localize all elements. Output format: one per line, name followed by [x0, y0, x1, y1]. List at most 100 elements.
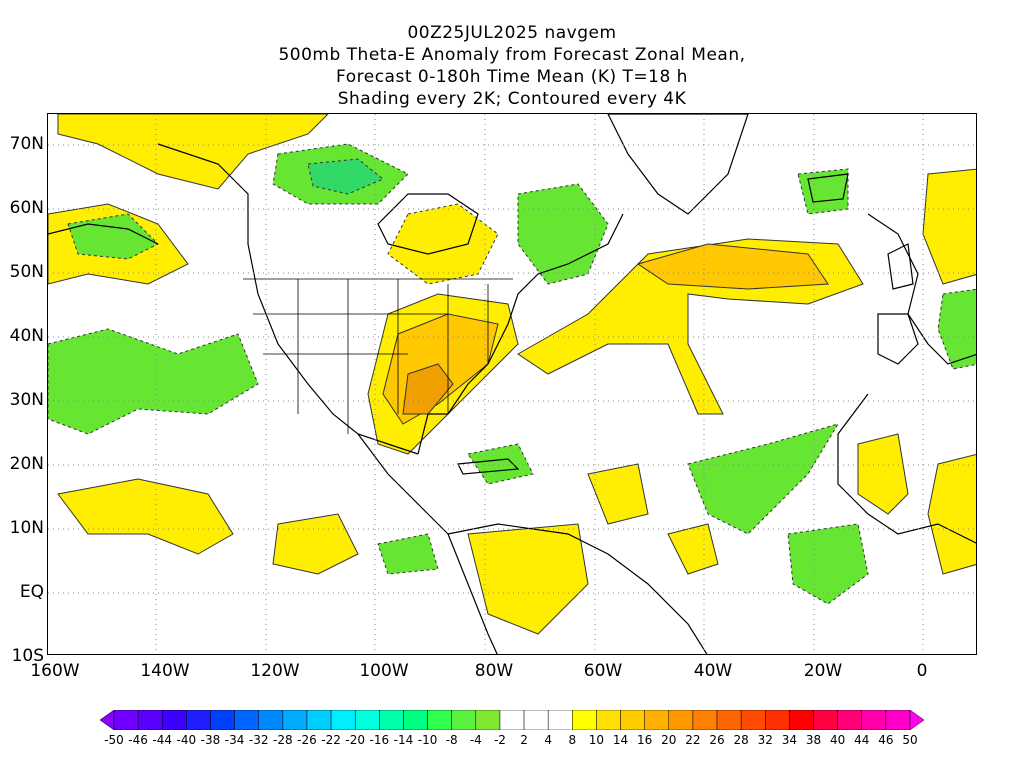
colorbar-cell: [186, 710, 211, 730]
coast-alaska: [48, 223, 159, 245]
colorbar-cell: [765, 710, 790, 730]
lon-label-120w: 120W: [250, 661, 300, 681]
colorbar-tick-label: 34: [781, 733, 798, 747]
colorbar-tick-label: 40: [829, 733, 846, 747]
colorbar-cell: [716, 710, 742, 730]
colorbar-tick-label: 50: [902, 733, 918, 747]
lon-label-140w: 140W: [140, 661, 190, 681]
colorbar-cell: [837, 710, 863, 730]
map-svg: [48, 114, 976, 654]
colorbar-tick-label: -14: [393, 733, 414, 747]
lon-label-20w: 20W: [803, 661, 843, 681]
colorbar-tick-label: -34: [224, 733, 245, 747]
colorbar-cell: [161, 710, 187, 730]
lat-label-60n: 60N: [9, 198, 44, 218]
colorbar-cell: [234, 710, 259, 730]
lat-label-10s: 10S: [11, 646, 44, 666]
colorbar-cell: [861, 710, 887, 730]
shade-arctic-core: [307, 158, 384, 195]
anomaly-shading: [48, 114, 976, 635]
shade-atlantic-core: [636, 243, 829, 290]
colorbar-tick-label: -4: [469, 733, 482, 747]
coast-central-america: [357, 433, 449, 535]
colorbar-tick-label: 32: [757, 733, 773, 747]
colorbar: [100, 710, 924, 730]
colorbar-cell: [885, 710, 911, 730]
lon-label-160w: 160W: [30, 661, 80, 681]
colorbar-tick-label: 38: [805, 733, 822, 747]
colorbar-cell: [620, 710, 645, 730]
lat-label-eq: EQ: [19, 582, 44, 602]
coast-north-america-west: [157, 143, 419, 455]
map-panel: [47, 113, 977, 655]
colorbar-cell: [427, 710, 452, 730]
state-borders: [243, 278, 513, 434]
lon-label-100w: 100W: [359, 661, 409, 681]
colorbar-cell: [813, 710, 838, 730]
colorbar-cell: [789, 710, 814, 730]
colorbar-cell: [451, 710, 477, 730]
colorbar-tick-label: 28: [733, 733, 749, 747]
coast-north-america-east: [417, 213, 624, 455]
colorbar-tick-label: -46: [128, 733, 148, 747]
colorbar-tick-label: 20: [661, 733, 677, 747]
shade-central-atlantic-yellow: [667, 523, 719, 575]
shade-pacific-yellow-2: [272, 513, 359, 575]
lat-label-50n: 50N: [9, 262, 44, 282]
colorbar-tick-label: 4: [544, 733, 552, 747]
coastlines: [48, 114, 976, 654]
colorbar-tick-label: -26: [297, 733, 317, 747]
colorbar-cell: [572, 710, 597, 730]
shade-hudson-yellow: [387, 203, 499, 285]
coast-iceland: [807, 173, 849, 203]
colorbar-cell: [210, 710, 235, 730]
colorbar-tick-label: -8: [445, 733, 458, 747]
title-line-4: Shading every 2K; Contoured every 4K: [337, 89, 687, 109]
shade-caribbean-green: [467, 443, 534, 485]
coast-south-america: [447, 523, 708, 654]
colorbar-tick-label: -2: [493, 733, 506, 747]
colorbar-tick-label: 22: [685, 733, 701, 747]
colorbar-cell: [596, 710, 621, 730]
colorbar-cell: [258, 710, 284, 730]
colorbar-cell: [499, 710, 525, 730]
shade-gulf-max: [402, 363, 454, 415]
colorbar-cell: [740, 710, 766, 730]
lat-label-20n: 20N: [9, 454, 44, 474]
lon-label-40w: 40W: [693, 661, 733, 681]
shade-iceland-green: [797, 168, 849, 215]
shade-nw-pacific-green: [67, 213, 159, 260]
coast-south-america-west: [447, 533, 498, 654]
shade-mid-atlantic-yellow: [587, 463, 649, 525]
coast-iberia: [877, 313, 919, 365]
colorbar-tick-label: -44: [152, 733, 173, 747]
colorbar-cell: [547, 710, 573, 730]
colorbar-tick-label: -20: [345, 733, 365, 747]
colorbar-tick-label: 44: [854, 733, 870, 747]
colorbar-tick-label: -32: [248, 733, 269, 747]
colorbar-tick-label: 16: [637, 733, 653, 747]
colorbar-tick-label: -40: [176, 733, 197, 747]
colorbar-cell: [644, 710, 670, 730]
colorbar-tick-label: -16: [369, 733, 390, 747]
shade-alaska-yellow: [57, 114, 329, 190]
shade-europe-green: [937, 288, 976, 370]
shade-labrador-green: [517, 183, 609, 285]
lat-label-10n: 10N: [9, 518, 44, 538]
colorbar-tick-label: 8: [568, 733, 577, 747]
colorbar-cell: [379, 710, 404, 730]
lat-label-40n: 40N: [9, 326, 44, 346]
colorbar-arrow-left: [100, 710, 115, 730]
colorbar-cell: [137, 710, 163, 730]
colorbar-cell: [113, 710, 139, 730]
shade-africa-west-yellow: [927, 453, 976, 575]
lat-label-70n: 70N: [9, 134, 44, 154]
colorbar-tick-label: 10: [588, 733, 605, 747]
colorbar-cell: [668, 710, 694, 730]
colorbar-cell: [282, 710, 308, 730]
colorbar-tick-label: 14: [612, 733, 629, 747]
colorbar-cell: [523, 710, 549, 730]
shade-europe-yellow: [922, 168, 976, 285]
colorbar-tick-label: 46: [878, 733, 894, 747]
title-line-3: Forecast 0-180h Time Mean (K) T=18 h: [336, 67, 688, 87]
